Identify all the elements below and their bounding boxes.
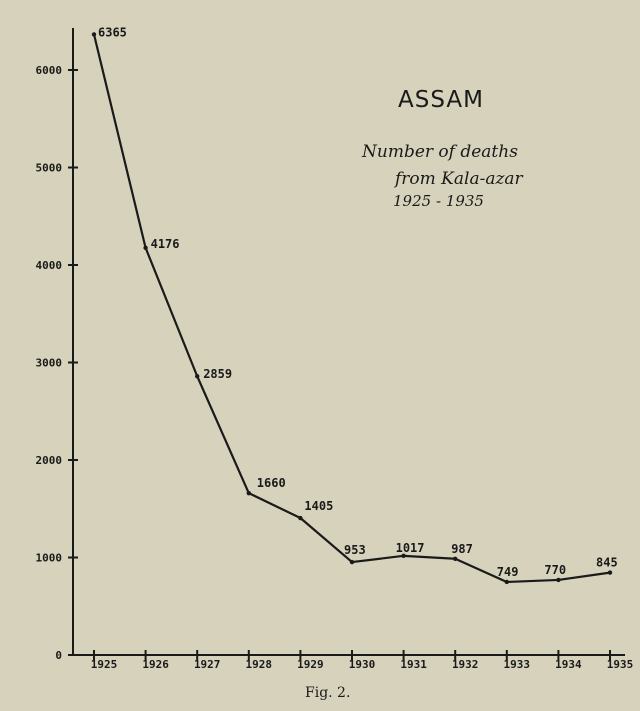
data-point bbox=[349, 559, 355, 565]
y-tick-label: 2000 bbox=[36, 454, 63, 467]
y-tick-group: 0 1000 2000 3000 4000 5000 6000 bbox=[36, 64, 78, 662]
x-tick-label: 1928 bbox=[246, 658, 273, 671]
data-point bbox=[195, 374, 200, 379]
data-label: 953 bbox=[344, 543, 366, 557]
data-point bbox=[298, 515, 303, 521]
chart-subtitle-line-2: from Kala-azar bbox=[393, 169, 524, 189]
data-label: 6365 bbox=[98, 25, 127, 39]
deaths-series bbox=[91, 32, 613, 585]
chart-axes bbox=[72, 28, 625, 656]
data-label: 4176 bbox=[151, 237, 180, 251]
chart-subtitle-line-1: Number of deaths bbox=[361, 142, 518, 162]
data-point bbox=[246, 490, 251, 496]
x-tick-label: 1934 bbox=[555, 658, 582, 671]
x-tick-label: 1931 bbox=[400, 658, 427, 671]
data-point bbox=[401, 553, 406, 559]
data-label: 1405 bbox=[304, 499, 333, 513]
data-label: 1017 bbox=[396, 541, 425, 555]
chart-subtitle-line-3: 1925 - 1935 bbox=[393, 192, 484, 210]
x-tick-label: 1932 bbox=[452, 658, 479, 671]
y-tick-label: 1000 bbox=[36, 552, 63, 565]
data-label: 749 bbox=[497, 565, 519, 579]
figure-caption: Fig. 2. bbox=[305, 685, 350, 701]
data-point bbox=[504, 579, 509, 585]
x-tick-label: 1929 bbox=[297, 658, 324, 671]
data-label: 845 bbox=[596, 556, 618, 570]
data-point bbox=[143, 245, 148, 251]
y-tick-label: 3000 bbox=[36, 357, 63, 370]
data-label: 770 bbox=[544, 563, 566, 577]
y-tick-label: 0 bbox=[55, 649, 62, 662]
x-tick-label: 1927 bbox=[194, 658, 221, 671]
x-tick-label: 1930 bbox=[349, 658, 376, 671]
y-tick-label: 4000 bbox=[36, 259, 63, 272]
x-tick-label: 1935 bbox=[607, 658, 634, 671]
deaths-series-line bbox=[92, 34, 611, 584]
data-point bbox=[556, 577, 561, 583]
x-tick-label: 1933 bbox=[504, 658, 531, 671]
data-point bbox=[453, 556, 458, 561]
x-tick-label: 1926 bbox=[142, 658, 169, 671]
data-label-group: 6365 4176 2859 1660 1405 953 1017 987 749 770 845 bbox=[98, 25, 618, 579]
x-tick-label: 1925 bbox=[91, 658, 118, 671]
y-tick-label: 5000 bbox=[36, 162, 63, 175]
data-label: 1660 bbox=[257, 476, 286, 490]
data-point bbox=[91, 32, 97, 37]
data-label: 987 bbox=[451, 542, 473, 556]
data-point bbox=[607, 570, 613, 575]
y-tick-label: 6000 bbox=[36, 64, 63, 77]
x-tick-group: 1925 1926 1927 1928 1929 1930 1931 1932 1933 1934… bbox=[91, 650, 634, 671]
data-label: 2859 bbox=[203, 367, 232, 381]
chart-title: ASSAM bbox=[398, 87, 484, 113]
